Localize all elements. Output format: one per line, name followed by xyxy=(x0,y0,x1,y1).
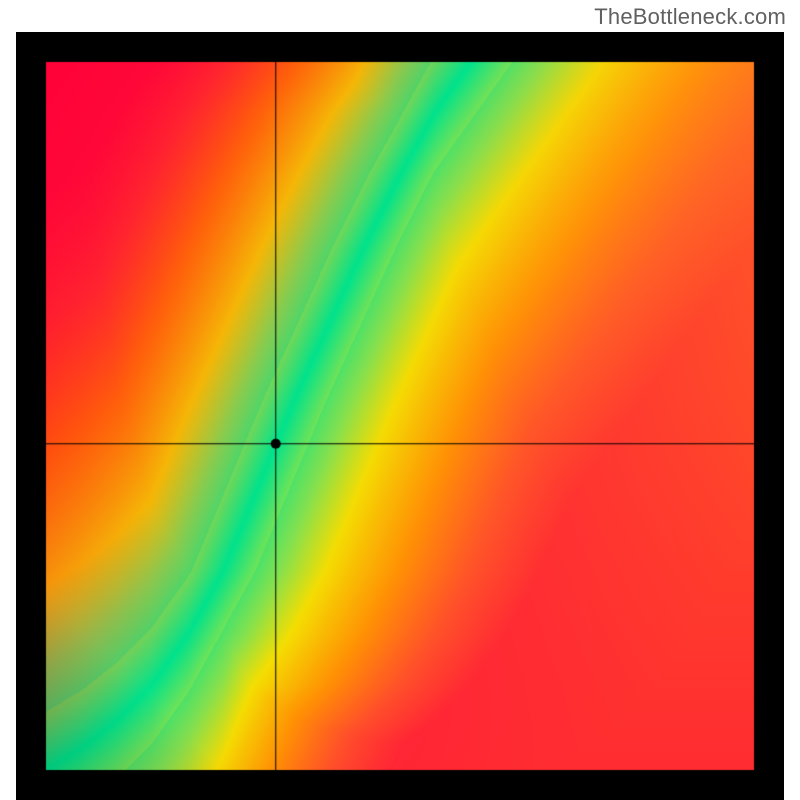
watermark-text: TheBottleneck.com xyxy=(594,4,786,30)
heatmap-plot xyxy=(16,32,784,800)
root: TheBottleneck.com xyxy=(0,0,800,800)
heatmap-canvas xyxy=(16,32,784,800)
